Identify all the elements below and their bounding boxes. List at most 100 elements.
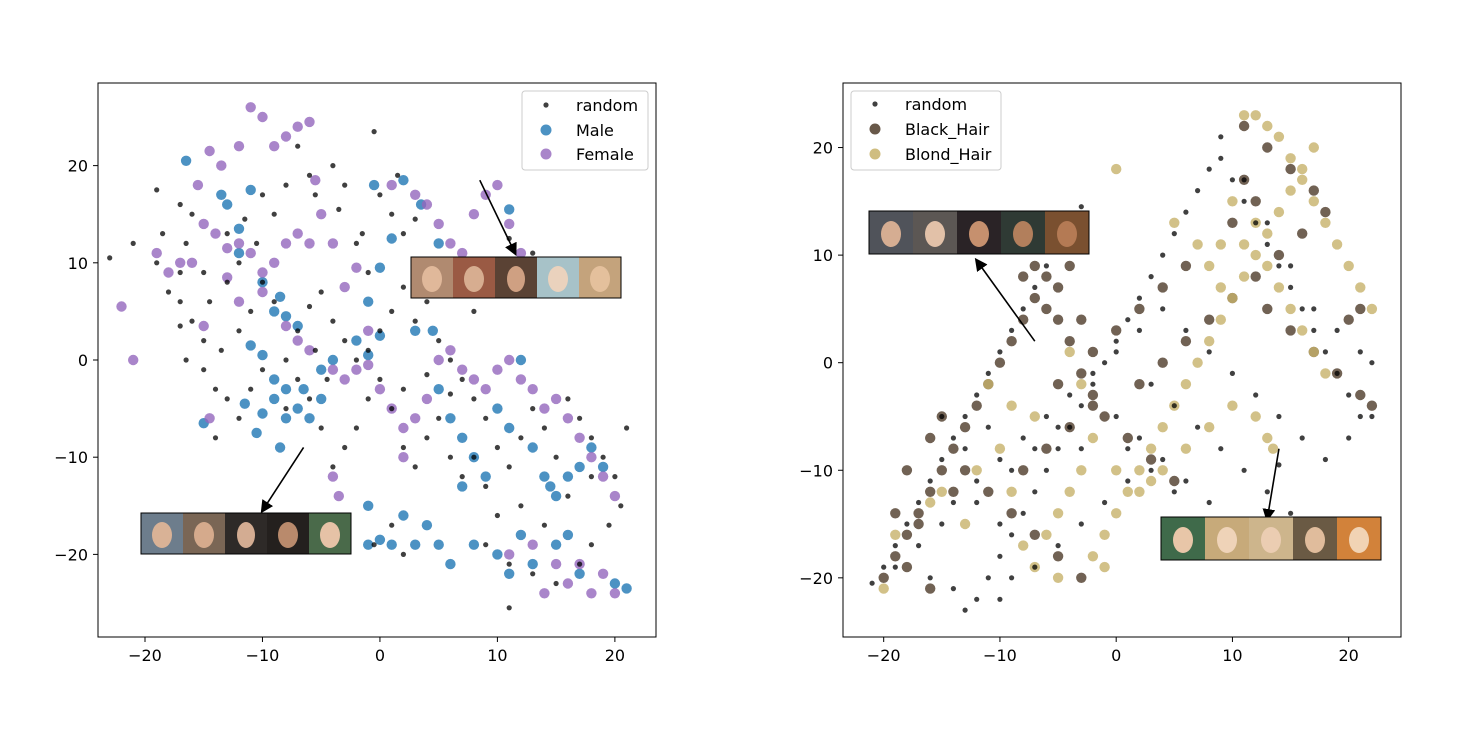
right-point-blond-hair xyxy=(1018,540,1029,551)
right-point-blond-hair xyxy=(925,497,936,508)
right-point-black-hair xyxy=(1157,282,1168,293)
right-point-random xyxy=(1299,306,1305,312)
right-point-random xyxy=(997,349,1003,355)
right-x-tick-label: −20 xyxy=(867,646,901,665)
left-point-female xyxy=(292,335,303,346)
right-point-black-hair xyxy=(1180,260,1192,272)
left-point-random xyxy=(459,474,465,480)
left-point-random xyxy=(271,299,277,305)
left-point-random xyxy=(412,216,418,222)
left-point-male xyxy=(457,481,468,492)
left-point-random xyxy=(600,454,606,460)
left-point-female xyxy=(198,218,209,230)
left-point-female xyxy=(292,228,303,239)
right-point-black-hair xyxy=(1041,271,1052,282)
right-point-blond-hair xyxy=(1157,422,1168,433)
left-point-female xyxy=(609,588,621,599)
left-point-random xyxy=(436,338,442,344)
left-point-male xyxy=(269,306,280,317)
left-point-female xyxy=(280,238,292,249)
right-point-blond-hair xyxy=(1355,282,1366,293)
right-point-random xyxy=(1043,263,1049,269)
right-point-black-hair xyxy=(1204,314,1215,325)
right-point-black-hair xyxy=(948,443,959,454)
right-point-blond-hair xyxy=(878,583,889,594)
left-point-male xyxy=(433,539,444,550)
left-point-random xyxy=(412,318,418,324)
left-point-random xyxy=(506,464,512,470)
right-point-random xyxy=(939,521,945,527)
right-point-random xyxy=(1078,204,1084,210)
right-point-black-hair xyxy=(1076,314,1087,325)
left-point-female xyxy=(597,471,609,482)
right-point-blond-hair xyxy=(1134,486,1145,497)
left-point-random xyxy=(471,454,477,460)
right-point-random xyxy=(927,575,933,581)
left-point-female xyxy=(410,413,421,424)
left-point-random xyxy=(618,503,624,509)
left-point-random xyxy=(283,357,289,363)
left-y-tick-label: 0 xyxy=(78,351,88,370)
left-point-male xyxy=(351,335,362,346)
left-point-random xyxy=(306,303,313,310)
left-point-male xyxy=(257,408,268,419)
right-point-blond-hair xyxy=(1227,400,1238,411)
right-point-blond-hair xyxy=(1134,465,1145,476)
legend-marker-female xyxy=(540,148,552,160)
right-point-random xyxy=(1253,392,1259,398)
left-point-female xyxy=(351,262,362,273)
right-point-random xyxy=(1020,435,1026,441)
right-point-random xyxy=(1369,413,1375,420)
left-point-female xyxy=(492,364,503,375)
right-point-blond-hair xyxy=(1297,174,1308,185)
left-point-male xyxy=(274,291,286,302)
left-point-random xyxy=(212,435,219,441)
right-point-blond-hair xyxy=(890,529,901,540)
left-point-random xyxy=(553,454,559,460)
right-point-random xyxy=(1136,435,1142,441)
right-point-blond-hair xyxy=(1215,314,1227,325)
left-point-random xyxy=(183,357,189,363)
left-point-random xyxy=(336,206,342,212)
left-point-male xyxy=(280,384,292,395)
right-point-random xyxy=(1055,446,1061,452)
right-point-black-hair xyxy=(1285,163,1296,175)
left-point-random xyxy=(353,240,359,246)
left-point-female xyxy=(128,354,139,366)
right-point-random xyxy=(1102,499,1108,506)
right-point-black-hair xyxy=(971,400,982,411)
left-point-random xyxy=(248,308,254,314)
left-point-female xyxy=(269,141,280,152)
left-point-male xyxy=(269,393,280,405)
right-point-blond-hair xyxy=(1320,368,1331,379)
left-point-random xyxy=(224,279,230,285)
left-point-male xyxy=(457,432,468,443)
right-point-blond-hair xyxy=(1076,465,1087,476)
left-point-female xyxy=(597,568,609,579)
right-point-blond-hair xyxy=(1308,142,1320,153)
right-point-black-hair xyxy=(1227,217,1238,228)
left-point-male xyxy=(374,534,386,545)
right-point-random xyxy=(974,392,980,398)
right-point-black-hair xyxy=(1064,260,1075,272)
left-point-female xyxy=(457,364,468,375)
right-point-black-hair xyxy=(1087,346,1099,358)
right-x-tick-label: −10 xyxy=(983,646,1017,665)
right-point-random xyxy=(1264,220,1270,226)
legend-marker-blond-hair xyxy=(869,148,881,160)
right-point-black-hair xyxy=(1273,249,1285,261)
left-point-random xyxy=(295,143,301,149)
right-point-blond-hair xyxy=(1041,529,1052,540)
right-legend: random Black_Hair Blond_Hair xyxy=(850,90,1002,171)
left-point-male xyxy=(274,442,286,453)
left-point-female xyxy=(504,218,515,230)
left-point-female xyxy=(151,247,162,259)
left-point-male xyxy=(363,349,374,361)
right-point-random xyxy=(1067,424,1073,430)
legend-marker-random xyxy=(543,102,549,108)
right-point-random xyxy=(1171,489,1177,495)
left-point-female xyxy=(269,257,280,268)
right-point-black-hair xyxy=(1029,529,1041,540)
left-point-female xyxy=(550,393,562,405)
right-point-blond-hair xyxy=(1006,486,1017,497)
